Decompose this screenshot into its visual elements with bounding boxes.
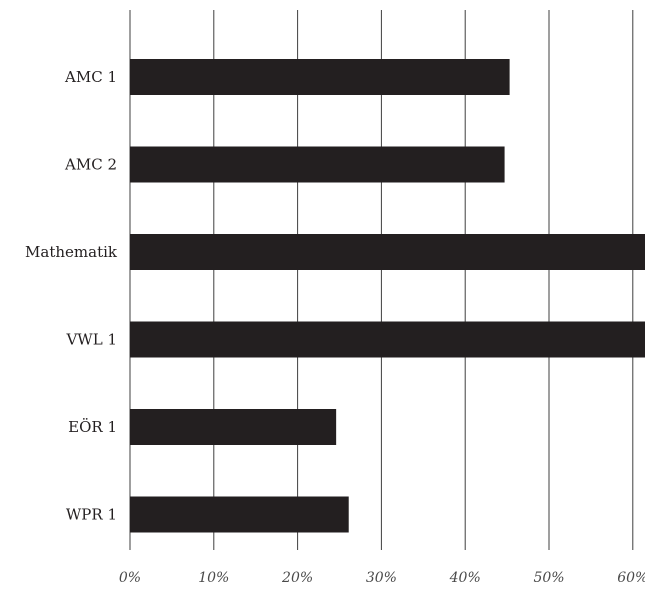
bar bbox=[130, 496, 349, 533]
category-label: AMC 1 bbox=[64, 68, 117, 86]
category-label: EÖR 1 bbox=[68, 418, 117, 436]
category-labels: AMC 1 AMC 2 Mathematik VWL 1 EÖR 1 WPR 1 bbox=[25, 68, 118, 524]
x-tick-label: 20% bbox=[281, 570, 313, 586]
x-tick-label: 60% bbox=[617, 570, 645, 586]
x-tick-label: 30% bbox=[366, 570, 397, 586]
bar bbox=[130, 59, 510, 95]
gridlines bbox=[129, 10, 634, 550]
bar bbox=[130, 409, 337, 445]
x-tick-label: 0% bbox=[119, 570, 141, 586]
category-label: Mathematik bbox=[25, 243, 118, 261]
category-label: VWL 1 bbox=[65, 331, 117, 349]
bar bbox=[130, 234, 645, 270]
category-label: WPR 1 bbox=[66, 506, 117, 524]
x-tick-label: 40% bbox=[449, 570, 481, 586]
x-tick-label: 10% bbox=[198, 570, 229, 586]
bar bbox=[130, 321, 645, 358]
x-tick-label: 50% bbox=[533, 570, 564, 586]
bars bbox=[130, 59, 645, 533]
x-axis-tick-labels: 0% 10% 20% 30% 40% 50% 60% bbox=[119, 570, 645, 586]
bar bbox=[130, 146, 505, 183]
category-label: AMC 2 bbox=[64, 156, 117, 174]
